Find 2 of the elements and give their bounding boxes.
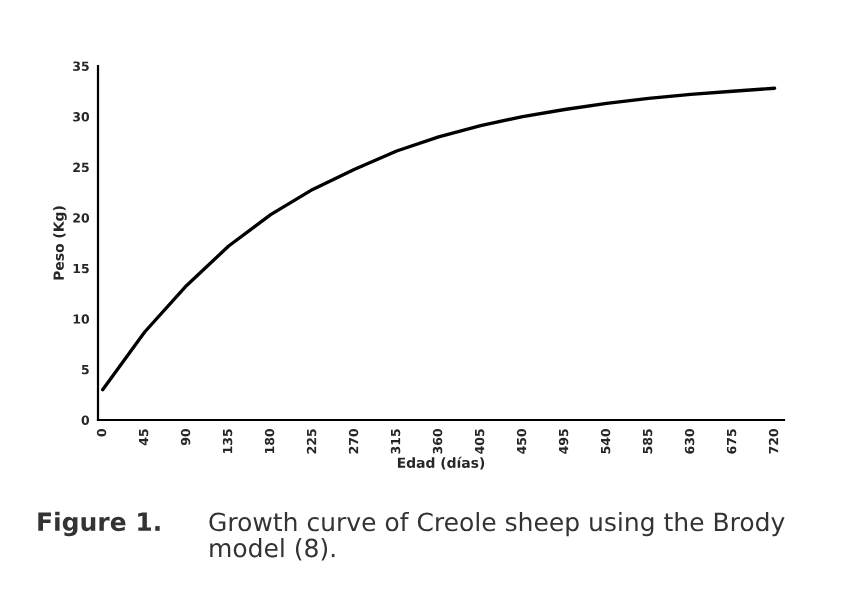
text: Growth curve of Creole sheep using the Brody model (8).	[209, 512, 785, 561]
caption: Figure 1.	[38, 511, 160, 537]
